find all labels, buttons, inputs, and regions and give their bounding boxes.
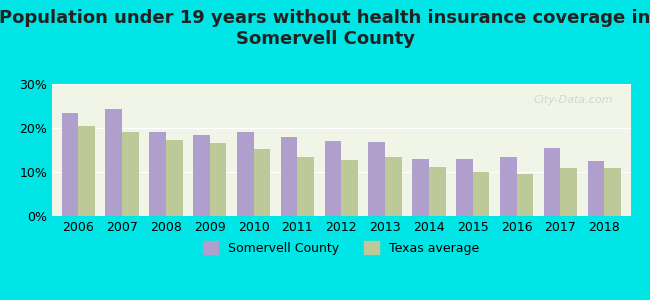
Bar (500, 157, 517, 216)
Bar (560, 169, 577, 216)
Bar (62, 112, 78, 216)
Bar (78, 126, 95, 216)
Bar (150, 132, 166, 216)
Bar (193, 135, 210, 216)
Text: City-Data.com: City-Data.com (534, 94, 613, 105)
Bar (429, 167, 445, 216)
Bar (543, 148, 560, 216)
Bar (122, 131, 139, 216)
Bar (105, 109, 122, 216)
Bar (604, 169, 621, 216)
Bar (588, 161, 604, 216)
Bar (385, 157, 402, 216)
Legend: Somervell County, Texas average: Somervell County, Texas average (198, 236, 484, 260)
Bar (412, 159, 429, 216)
Bar (324, 141, 341, 216)
Bar (456, 159, 473, 216)
Bar (473, 172, 489, 216)
Bar (254, 149, 270, 216)
Bar (517, 174, 533, 216)
Bar (341, 160, 358, 216)
Bar (369, 142, 385, 216)
Bar (210, 143, 226, 216)
Bar (166, 140, 183, 216)
Bar (281, 137, 298, 216)
Text: Population under 19 years without health insurance coverage in
Somervell County: Population under 19 years without health… (0, 9, 650, 48)
Bar (237, 132, 254, 216)
Bar (298, 157, 314, 216)
